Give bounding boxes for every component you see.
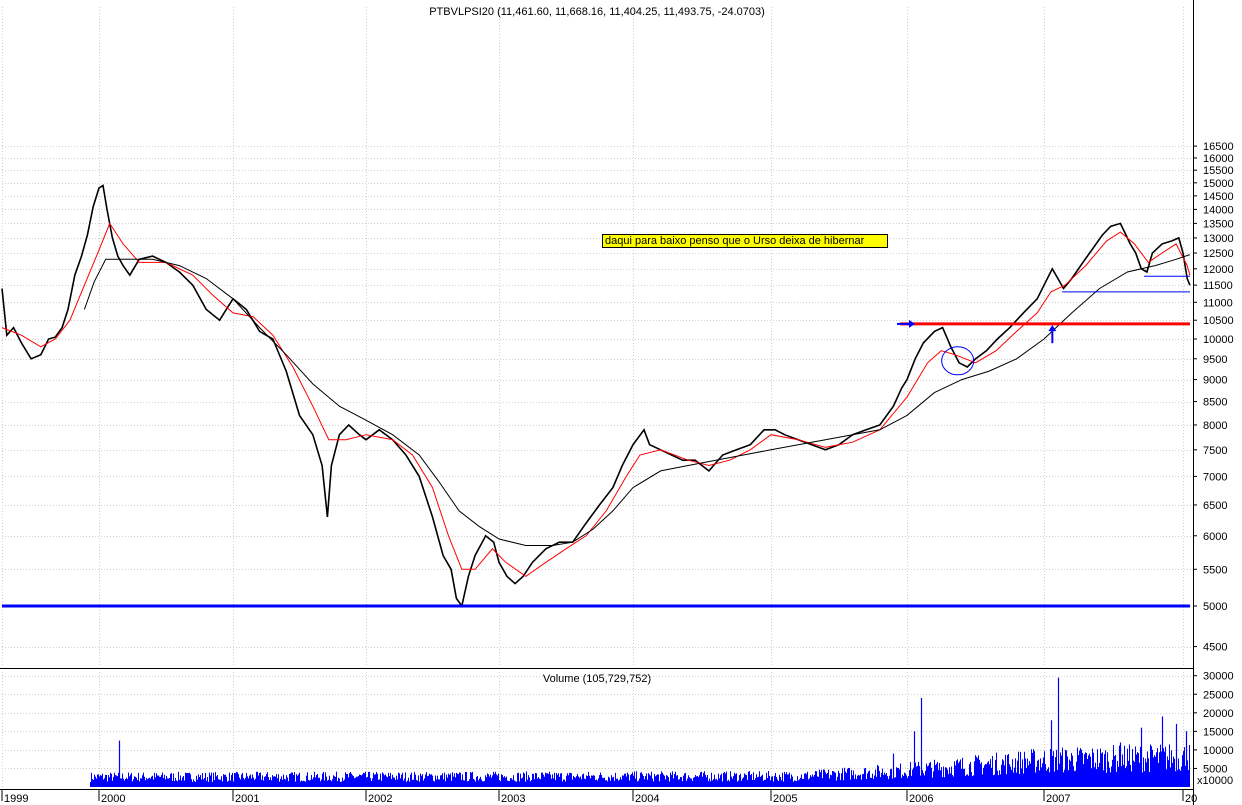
price-tick-label: 7000 xyxy=(1203,471,1227,483)
x-tick-label: 2002 xyxy=(368,793,392,805)
volume-tick-label: 5000 xyxy=(1203,763,1227,775)
volume-tick-label: 15000 xyxy=(1203,726,1234,738)
x-axis: 1999 2000 2001 2002 2003 2004 2005 2006 2007 20 xyxy=(1,789,1197,805)
x-tick-label: 2006 xyxy=(909,793,933,805)
price-tick-label: 6000 xyxy=(1203,531,1227,543)
long-moving-average-line xyxy=(83,254,1191,546)
price-series xyxy=(1,184,1191,608)
price-tick-label: 14500 xyxy=(1203,191,1234,203)
price-tick-label: 5500 xyxy=(1203,564,1227,576)
price-tick-label: 8500 xyxy=(1203,397,1227,409)
price-tick-label: 10000 xyxy=(1203,334,1234,346)
volume-chart-title: Volume (105,729,752) xyxy=(543,673,651,685)
price-tick-label: 11500 xyxy=(1203,280,1233,292)
annotation-text-box: daqui para baixo penso que o Urso deixa … xyxy=(602,234,888,248)
price-tick-label: 13000 xyxy=(1203,233,1234,245)
volume-tick-label: 30000 xyxy=(1203,671,1234,683)
price-tick-label: 14000 xyxy=(1203,204,1234,216)
arrow-up-head xyxy=(1048,325,1057,332)
x-tick-label: 2007 xyxy=(1046,793,1070,805)
volume-axis: 5000 10000 15000 20000 25000 30000 xyxy=(1193,671,1234,775)
arrow-right-head xyxy=(909,319,915,328)
x-tick-label: 2003 xyxy=(501,793,525,805)
price-tick-label: 9500 xyxy=(1203,354,1227,366)
volume-unit-label: x10000 xyxy=(1197,775,1233,787)
price-tick-label: 9000 xyxy=(1203,375,1227,387)
volume-tick-label: 10000 xyxy=(1203,745,1234,757)
x-tick-label: 20 xyxy=(1185,793,1197,805)
price-tick-label: 12000 xyxy=(1203,264,1234,276)
price-tick-label: 13500 xyxy=(1203,218,1234,230)
x-tick-label: 2005 xyxy=(773,793,797,805)
highlight-ellipse xyxy=(941,346,975,376)
price-tick-label: 7500 xyxy=(1203,445,1227,457)
volume-grid xyxy=(2,672,1192,787)
price-tick-label: 4500 xyxy=(1203,642,1227,654)
price-tick-label: 10500 xyxy=(1203,315,1234,327)
price-grid xyxy=(2,7,1192,667)
x-tick-label: 2004 xyxy=(635,793,659,805)
volume-tick-label: 25000 xyxy=(1203,689,1234,701)
price-tick-label: 5000 xyxy=(1203,601,1227,613)
price-tick-label: 11000 xyxy=(1203,297,1233,309)
x-tick-label: 2000 xyxy=(101,793,125,805)
price-tick-label: 8000 xyxy=(1203,420,1227,432)
x-tick-label: 1999 xyxy=(4,793,28,805)
volume-bars xyxy=(90,677,1190,787)
price-tick-label: 15500 xyxy=(1203,165,1234,177)
reference-lines xyxy=(2,275,1190,608)
price-tick-label: 6500 xyxy=(1203,500,1227,512)
price-axis: 4500 5000 5500 6000 6500 7000 7500 8000 8500 9000… xyxy=(1193,141,1234,654)
x-tick-label: 2001 xyxy=(235,793,259,805)
annotations xyxy=(897,319,1057,376)
volume-tick-label: 20000 xyxy=(1203,708,1234,720)
short-moving-average-line xyxy=(1,222,1191,578)
price-chart-title: PTBVLPSI20 (11,461.60, 11,668.16, 11,404… xyxy=(429,6,765,18)
chart-frame xyxy=(0,0,1194,805)
price-tick-label: 16500 xyxy=(1203,141,1234,153)
price-tick-label: 15000 xyxy=(1203,178,1234,190)
price-tick-label: 12500 xyxy=(1203,248,1234,260)
price-line xyxy=(1,184,1191,608)
price-tick-label: 16000 xyxy=(1203,153,1234,165)
